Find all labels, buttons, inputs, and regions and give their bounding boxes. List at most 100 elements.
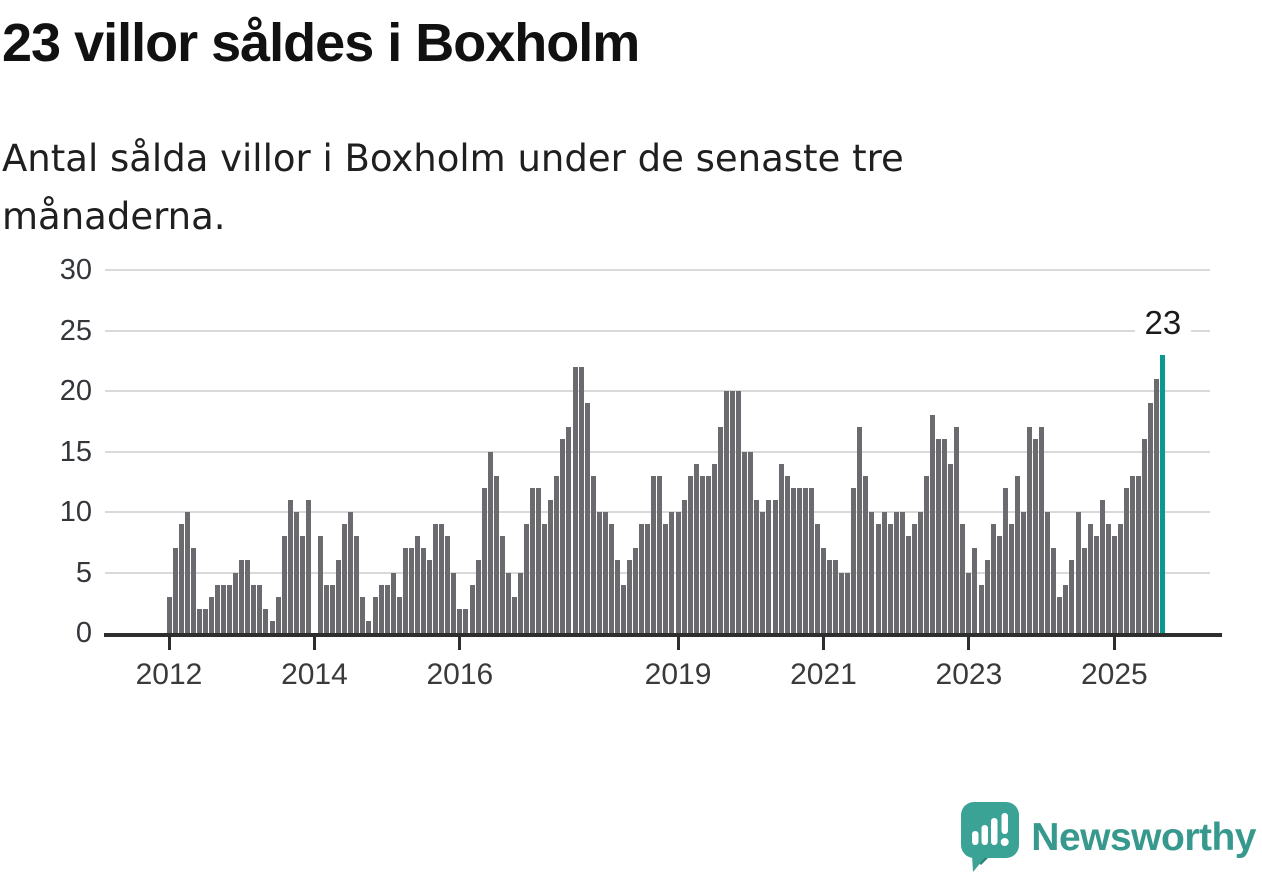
- bar: [336, 560, 342, 633]
- bar: [1123, 487, 1129, 633]
- bar: [681, 499, 687, 633]
- bar: [1027, 427, 1033, 633]
- bar: [475, 560, 481, 633]
- bar: [711, 463, 717, 633]
- bar: [524, 524, 530, 633]
- bar: [717, 427, 723, 633]
- bar: [1002, 487, 1008, 633]
- bar: [911, 524, 917, 633]
- bar: [602, 512, 608, 633]
- bar: [354, 536, 360, 633]
- bar: [778, 463, 784, 633]
- bar: [990, 524, 996, 633]
- bar: [796, 487, 802, 633]
- bar: [202, 608, 208, 633]
- x-axis-tick-label: 2016: [426, 658, 494, 691]
- y-gridline: [105, 450, 1210, 453]
- bar: [772, 499, 778, 633]
- bar: [1093, 536, 1099, 633]
- bar: [536, 487, 542, 633]
- y-gridline: [105, 329, 1210, 332]
- bar: [893, 512, 899, 633]
- bar: [408, 548, 414, 633]
- bar: [614, 560, 620, 633]
- bar: [384, 584, 390, 633]
- bar: [1075, 512, 1081, 633]
- y-gridline: [105, 390, 1210, 392]
- y-axis-tick-label: 25: [59, 314, 92, 347]
- bar: [372, 596, 378, 633]
- bar: [318, 536, 323, 633]
- bar: [1057, 596, 1063, 633]
- bar: [857, 427, 863, 633]
- x-axis-tick: [312, 637, 316, 650]
- bar: [433, 524, 439, 633]
- bar: [287, 499, 293, 633]
- x-axis-tick: [967, 637, 971, 650]
- bar: [487, 451, 493, 633]
- bar: [208, 596, 214, 633]
- bar: [651, 475, 657, 633]
- bar: [1099, 499, 1105, 633]
- bar: [808, 487, 814, 633]
- bar: [730, 391, 736, 633]
- bar: [463, 608, 469, 633]
- x-axis-tick-label: 2019: [644, 658, 712, 691]
- bar: [239, 560, 245, 633]
- bar: [954, 427, 960, 633]
- bar: [657, 475, 663, 633]
- bar: [1136, 475, 1142, 633]
- bar: [1111, 536, 1117, 633]
- bar: [178, 524, 184, 633]
- bar: [790, 487, 796, 633]
- bar: [930, 415, 936, 633]
- bar: [1148, 403, 1154, 633]
- bar: [281, 536, 287, 633]
- bar: [736, 391, 742, 633]
- bar: [621, 584, 626, 633]
- bar: [766, 499, 772, 633]
- bar: [469, 584, 475, 633]
- bar: [1081, 548, 1087, 633]
- bar: [633, 548, 639, 633]
- bar: [263, 608, 269, 633]
- bar: [645, 524, 651, 633]
- y-axis-tick-label: 20: [59, 375, 92, 407]
- bar: [742, 451, 748, 633]
- bar: [233, 572, 239, 633]
- bar: [924, 475, 929, 633]
- bar: [481, 487, 487, 633]
- bar: [1020, 512, 1026, 633]
- bar: [457, 608, 463, 633]
- newsworthy-logo-icon: [959, 801, 1021, 875]
- bar: [299, 536, 305, 633]
- bar: [1014, 475, 1020, 633]
- bar: [499, 536, 505, 633]
- bar: [984, 560, 990, 633]
- bar: [257, 584, 263, 633]
- bar: [166, 596, 172, 633]
- bar: [863, 475, 869, 633]
- bar: [572, 366, 578, 633]
- bar: [305, 499, 311, 633]
- bar: [699, 475, 705, 633]
- bar: [1105, 524, 1111, 633]
- bar: [596, 512, 602, 633]
- bar: [845, 572, 851, 633]
- x-axis-tick-label: 2021: [790, 658, 857, 691]
- bar: [421, 548, 427, 633]
- bar: [184, 512, 190, 633]
- y-axis-tick-label: 10: [59, 496, 92, 528]
- bar: [172, 548, 178, 633]
- bar: [948, 463, 954, 633]
- x-axis-tick-label: 2012: [135, 658, 203, 691]
- bar: [996, 536, 1002, 633]
- bar: [875, 524, 881, 633]
- bar: [972, 548, 978, 633]
- x-axis-tick: [1112, 637, 1116, 650]
- bar: [427, 560, 433, 633]
- bar: [905, 536, 911, 633]
- bar: [1045, 512, 1051, 633]
- y-axis-tick-label: 15: [59, 435, 92, 468]
